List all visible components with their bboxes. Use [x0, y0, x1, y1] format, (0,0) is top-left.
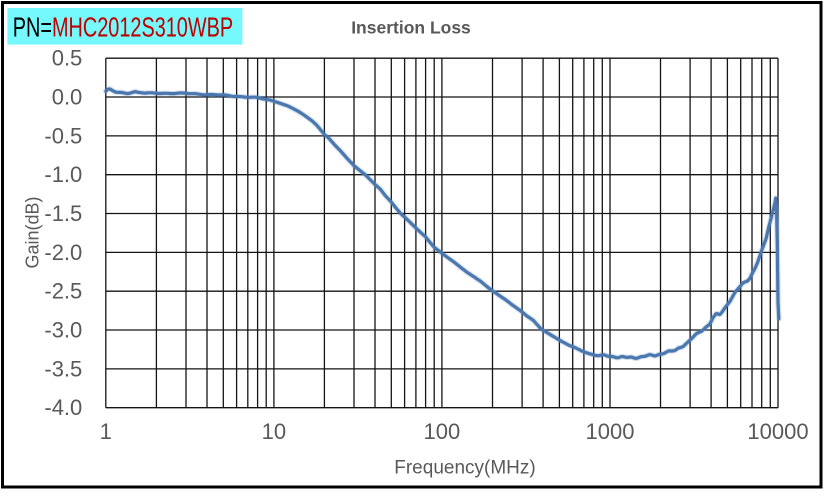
- svg-text:10: 10: [262, 419, 286, 444]
- svg-text:Frequency(MHz): Frequency(MHz): [394, 457, 535, 478]
- svg-text:100: 100: [424, 419, 461, 444]
- svg-text:-2.0: -2.0: [44, 240, 82, 265]
- svg-text:-1.5: -1.5: [44, 201, 82, 226]
- svg-text:-0.5: -0.5: [44, 123, 82, 148]
- svg-text:-3.5: -3.5: [44, 356, 82, 381]
- svg-text:0.5: 0.5: [52, 46, 83, 71]
- svg-text:1000: 1000: [586, 419, 635, 444]
- svg-text:-2.5: -2.5: [44, 279, 82, 304]
- svg-text:10000: 10000: [747, 419, 808, 444]
- svg-text:-4.0: -4.0: [44, 395, 82, 420]
- svg-text:-1.0: -1.0: [44, 162, 82, 187]
- svg-text:Insertion Loss: Insertion Loss: [351, 18, 471, 38]
- svg-text:Gain(dB): Gain(dB): [23, 196, 43, 268]
- svg-text:0.0: 0.0: [52, 84, 83, 109]
- svg-text:1: 1: [100, 419, 112, 444]
- svg-text:-3.0: -3.0: [44, 317, 82, 342]
- svg-text:PN=MHC2012S310WBP: PN=MHC2012S310WBP: [13, 12, 233, 43]
